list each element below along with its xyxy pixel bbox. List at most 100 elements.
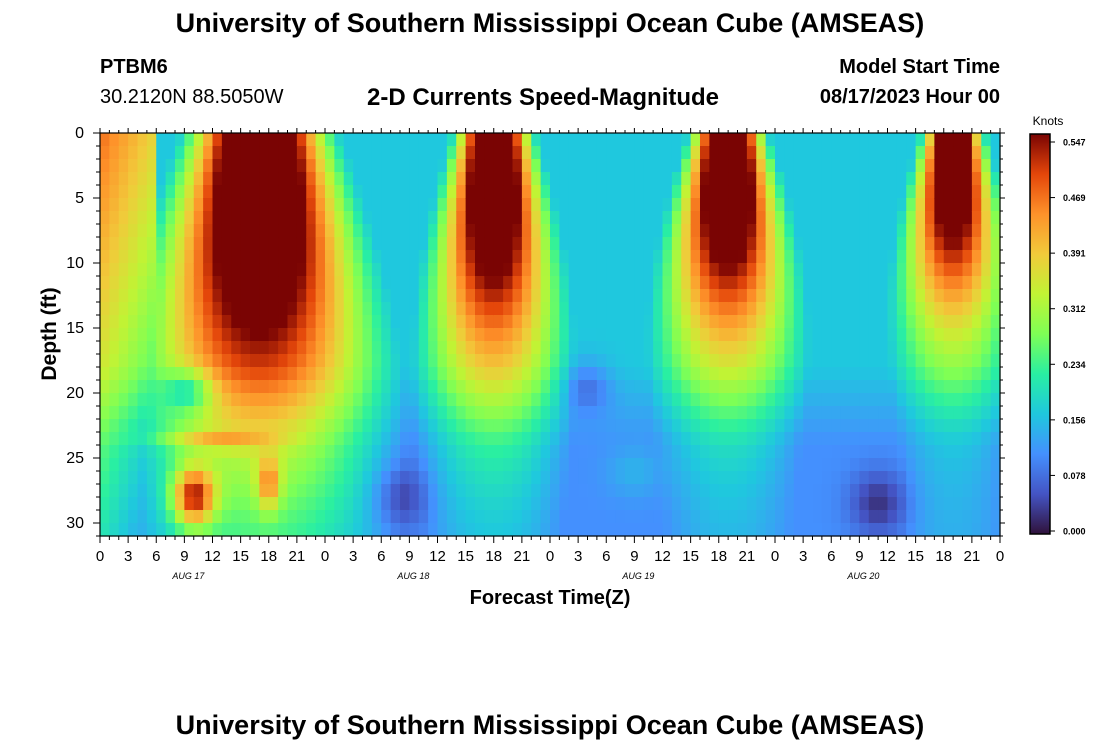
heatmap-cell	[775, 523, 785, 537]
heatmap-cell	[925, 328, 935, 342]
heatmap-cell	[615, 159, 626, 173]
heatmap-cell	[709, 484, 720, 498]
heatmap-cell	[100, 510, 110, 524]
heatmap-cell	[456, 250, 467, 264]
heatmap-cell	[315, 406, 326, 420]
heatmap-cell	[165, 185, 176, 199]
heatmap-cell	[559, 341, 570, 355]
heatmap-cell	[343, 432, 354, 446]
heatmap-cell	[184, 445, 195, 459]
heatmap-cell	[728, 211, 739, 225]
heatmap-cell	[568, 211, 579, 225]
heatmap-cell	[868, 159, 879, 173]
heatmap-cell	[709, 471, 720, 485]
heatmap-cell	[756, 185, 767, 199]
heatmap-cell	[465, 237, 476, 251]
heatmap-cell	[793, 328, 804, 342]
heatmap-cell	[981, 393, 992, 407]
heatmap-cell	[953, 458, 964, 472]
heatmap-cell	[484, 510, 495, 524]
heatmap-cell	[371, 224, 382, 238]
heatmap-cell	[456, 302, 467, 316]
heatmap-cell	[681, 497, 692, 511]
heatmap-cell	[203, 341, 214, 355]
heatmap-cell	[175, 198, 185, 212]
heatmap-cell	[409, 289, 420, 303]
heatmap-cell	[896, 302, 907, 316]
heatmap-cell	[128, 159, 139, 173]
heatmap-cell	[250, 172, 260, 186]
heatmap-cell	[128, 276, 139, 290]
heatmap-cell	[409, 510, 420, 524]
heatmap-cell	[746, 172, 757, 186]
heatmap-cell	[231, 328, 242, 342]
heatmap-cell	[521, 445, 532, 459]
heatmap-cell	[906, 276, 917, 290]
heatmap-cell	[240, 445, 251, 459]
heatmap-cell	[756, 497, 767, 511]
heatmap-cell	[746, 159, 757, 173]
heatmap-cell	[193, 380, 204, 394]
heatmap-cell	[437, 523, 448, 537]
heatmap-cell	[906, 367, 917, 381]
colorbar-tick-label: 0.078	[1063, 471, 1086, 481]
heatmap-cell	[587, 172, 598, 186]
heatmap-cell	[493, 237, 504, 251]
heatmap-cell	[381, 406, 392, 420]
heatmap-cell	[296, 354, 307, 368]
heatmap-cell	[381, 367, 392, 381]
heatmap-cell	[521, 302, 532, 316]
heatmap-cell	[625, 458, 635, 472]
heatmap-cell	[512, 484, 523, 498]
heatmap-cell	[737, 146, 748, 160]
heatmap-cell	[240, 406, 251, 420]
heatmap-cell	[709, 237, 720, 251]
heatmap-cell	[343, 224, 354, 238]
heatmap-cell	[390, 133, 401, 147]
heatmap-cell	[362, 315, 373, 329]
heatmap-cell	[512, 159, 523, 173]
heatmap-cell	[446, 367, 457, 381]
heatmap-cell	[362, 224, 373, 238]
heatmap-cell	[821, 354, 832, 368]
heatmap-cell	[118, 471, 129, 485]
heatmap-cell	[184, 172, 195, 186]
heatmap-cell	[596, 250, 607, 264]
heatmap-cell	[334, 198, 345, 212]
colorbar-tick-label: 0.391	[1063, 249, 1086, 259]
heatmap-cell	[606, 224, 617, 238]
heatmap-cell	[221, 367, 232, 381]
heatmap-cell	[268, 458, 279, 472]
heatmap-cell	[503, 328, 514, 342]
heatmap-cell	[643, 523, 654, 537]
heatmap-cell	[934, 250, 945, 264]
heatmap-cell	[587, 393, 598, 407]
heatmap-cell	[278, 198, 289, 212]
heatmap-cell	[756, 133, 767, 147]
heatmap-cell	[484, 393, 495, 407]
heatmap-cell	[193, 289, 204, 303]
heatmap-cell	[193, 445, 204, 459]
heatmap-cell	[634, 510, 645, 524]
heatmap-cell	[296, 458, 307, 472]
heatmap-cell	[437, 146, 448, 160]
heatmap-cell	[934, 172, 945, 186]
heatmap-cell	[662, 198, 673, 212]
heatmap-cell	[362, 250, 373, 264]
heatmap-cell	[390, 406, 401, 420]
heatmap-cell	[850, 510, 860, 524]
heatmap-cell	[175, 172, 185, 186]
heatmap-cell	[296, 302, 307, 316]
heatmap-cell	[568, 432, 579, 446]
heatmap-cell	[353, 367, 364, 381]
heatmap-cell	[765, 159, 776, 173]
heatmap-cell	[306, 419, 317, 433]
heatmap-cell	[671, 276, 682, 290]
heatmap-cell	[334, 289, 345, 303]
heatmap-cell	[746, 211, 757, 225]
heatmap-cell	[681, 315, 692, 329]
heatmap-cell	[906, 458, 917, 472]
heatmap-cell	[100, 471, 110, 485]
heatmap-cell	[493, 276, 504, 290]
heatmap-cell	[559, 354, 570, 368]
